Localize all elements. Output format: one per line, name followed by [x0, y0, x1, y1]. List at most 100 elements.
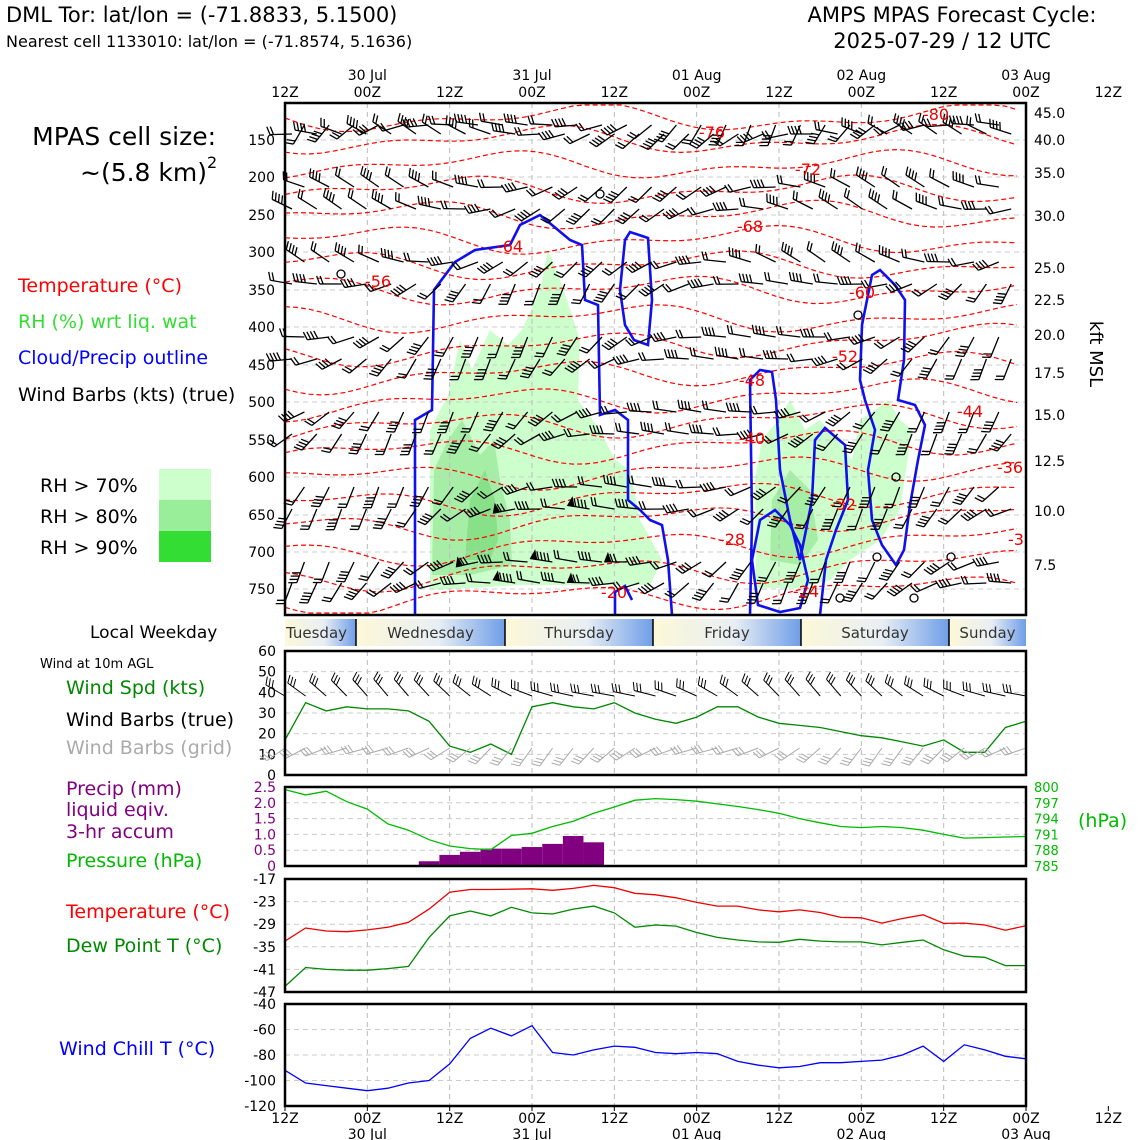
- barb-staff: [676, 686, 697, 697]
- barb-feather: [847, 276, 852, 285]
- barb-feather: [512, 760, 522, 764]
- barb-feather: [985, 421, 995, 424]
- barb-feather: [474, 677, 478, 687]
- barb-feather: [535, 757, 545, 761]
- barb-feather: [625, 557, 631, 566]
- barb-feather: [676, 678, 678, 687]
- barb-feather: [331, 193, 335, 203]
- barb-feather: [553, 683, 556, 693]
- barb-feather: [302, 274, 307, 283]
- barb-staff: [765, 357, 789, 360]
- barb-feather: [650, 423, 654, 433]
- barb-feather: [390, 289, 398, 297]
- barb-staff: [618, 582, 640, 591]
- weekday-label: Sunday: [959, 624, 1015, 642]
- upper-wind-barb: [627, 474, 652, 488]
- upper-wind-barb: [285, 241, 305, 263]
- surface-wind-barb-true: [845, 672, 862, 697]
- barb-staff: [270, 358, 293, 362]
- barb-feather: [724, 489, 732, 497]
- barb-feather: [292, 273, 296, 282]
- barb-staff: [985, 747, 1006, 758]
- barb-feather: [714, 346, 718, 356]
- barb-feather: [598, 576, 604, 585]
- barb-feather: [306, 418, 315, 424]
- barb-feather: [833, 581, 842, 584]
- barb-feather: [897, 123, 904, 131]
- barb-feather: [301, 525, 310, 527]
- barb-feather: [506, 551, 510, 561]
- barb-feather: [536, 265, 545, 271]
- barb-feather: [810, 578, 819, 581]
- barb-feather: [268, 678, 271, 687]
- barb-feather: [761, 130, 768, 139]
- barb-feather: [421, 113, 425, 123]
- barb-staff: [903, 433, 913, 455]
- barb-feather: [758, 488, 767, 495]
- barb-staff: [608, 261, 628, 276]
- calm-circle: [872, 552, 882, 562]
- surface-wind-barb-true: [982, 682, 1006, 697]
- barb-staff: [989, 411, 1000, 433]
- barb-feather: [388, 503, 397, 505]
- barb-staff: [781, 249, 801, 263]
- upper-wind-barb: [612, 354, 640, 365]
- upper-wind-barb: [842, 433, 863, 454]
- barb-feather: [439, 425, 448, 427]
- barb-feather: [922, 367, 932, 370]
- barb-staff: [815, 128, 838, 135]
- surface-wind-barb-grid: [589, 747, 615, 763]
- barb-feather: [985, 683, 988, 693]
- barb-staff: [380, 508, 392, 529]
- barb-feather: [665, 283, 673, 292]
- barb-feather: [690, 508, 697, 517]
- barb-staff: [527, 358, 541, 379]
- barb-staff: [741, 433, 764, 440]
- legend-temp-2m: Temperature (°C): [65, 901, 230, 923]
- upper-wind-barb: [625, 261, 652, 274]
- barb-feather: [864, 279, 870, 288]
- barb-feather: [686, 510, 694, 518]
- barb-feather: [919, 518, 929, 522]
- barb-feather: [408, 348, 418, 353]
- barb-feather: [612, 553, 617, 563]
- barb-feather: [790, 440, 799, 446]
- barb-feather: [810, 328, 815, 338]
- upper-wind-barb: [603, 551, 627, 563]
- barb-feather: [864, 172, 868, 181]
- barb-feather: [733, 571, 743, 575]
- barb-feather: [338, 417, 347, 422]
- barb-feather: [985, 747, 993, 755]
- barb-feather: [806, 240, 810, 250]
- barb-feather: [945, 577, 951, 586]
- barb-feather: [275, 602, 285, 605]
- barb-feather: [299, 601, 308, 604]
- barb-feather: [585, 407, 592, 416]
- barb-staff: [542, 506, 565, 510]
- barb-feather: [753, 492, 761, 499]
- barb-feather: [945, 375, 955, 377]
- barb-staff: [601, 283, 615, 303]
- barb-staff: [406, 124, 429, 128]
- upper-wind-barb: [563, 133, 590, 145]
- barb-staff: [879, 252, 900, 263]
- barb-staff: [287, 682, 306, 697]
- surface-wind-barb-grid: [570, 747, 595, 765]
- barb-staff: [281, 508, 293, 529]
- barb-staff: [491, 411, 504, 432]
- barb-feather: [839, 762, 849, 766]
- barb-staff: [792, 198, 814, 210]
- barb-feather: [341, 368, 350, 374]
- barb-feather: [746, 602, 755, 604]
- barb-feather: [966, 115, 969, 125]
- barb-feather: [454, 174, 458, 184]
- barb-staff: [372, 121, 392, 135]
- upper-wind-barb: [523, 283, 541, 306]
- barb-feather: [843, 276, 849, 285]
- barb-staff: [376, 358, 392, 377]
- barb-feather: [888, 249, 890, 258]
- upper-wind-barb: [955, 336, 975, 358]
- upper-wind-barb: [589, 133, 615, 148]
- upper-wind-barb: [966, 433, 987, 454]
- upper-wind-barb: [454, 486, 479, 503]
